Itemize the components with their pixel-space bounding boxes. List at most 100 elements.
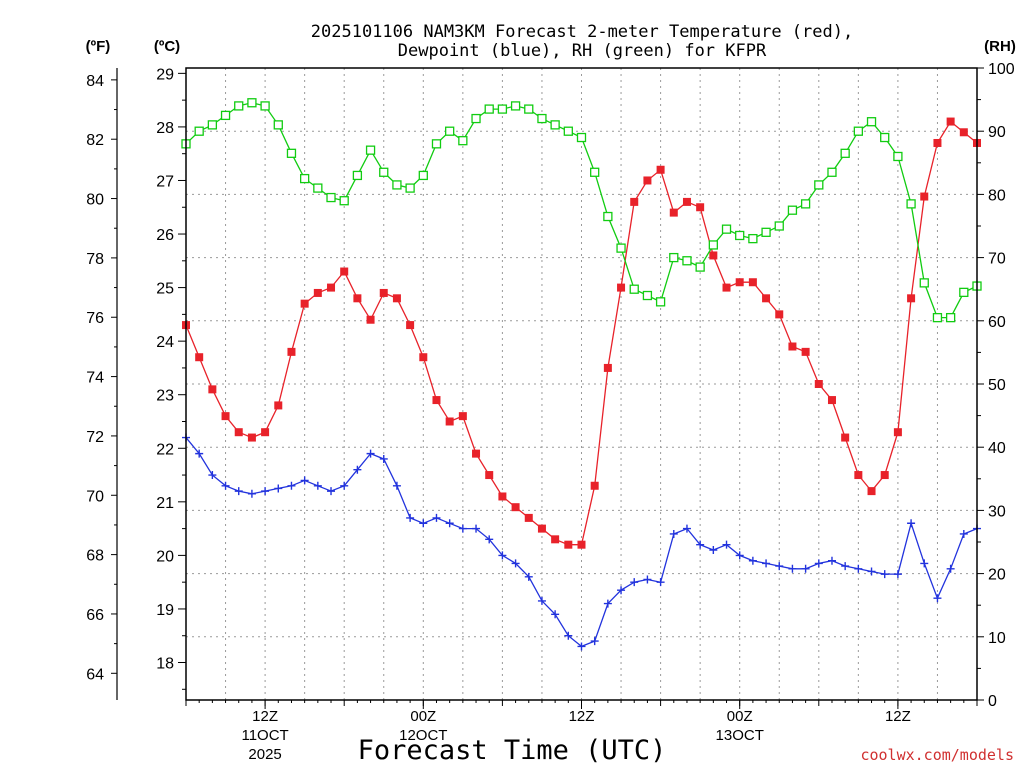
temperature-point [472, 449, 481, 458]
rh-point [550, 120, 560, 130]
temperature-point [577, 540, 586, 549]
dewpoint-point [313, 481, 322, 490]
rh-point [814, 180, 824, 190]
rh-point [220, 110, 231, 121]
rh-point [497, 104, 508, 114]
dewpoint-point [300, 476, 309, 485]
fahrenheit-tick-label: 82 [86, 132, 104, 149]
fahrenheit-tick-label: 80 [86, 192, 104, 209]
rh-point [853, 126, 863, 136]
temperature-point [841, 433, 850, 442]
dewpoint-point [709, 546, 718, 555]
dewpoint-point [458, 524, 467, 533]
rh-point [655, 297, 666, 307]
rh-point [471, 113, 481, 124]
temperature-point [920, 192, 929, 201]
fahrenheit-tick-label: 74 [86, 370, 104, 387]
temperature-point [379, 288, 388, 297]
temperature-point [537, 524, 546, 533]
rh-point [642, 290, 653, 301]
rh-point [352, 170, 363, 181]
fahrenheit-axis: 84 82 80 78 76 74 72 70 68 66 64 [86, 68, 118, 700]
temperature-point [247, 433, 256, 442]
temperature-point [419, 353, 428, 362]
temperature-point [445, 417, 454, 426]
temperature-point [775, 310, 784, 319]
dewpoint-point [841, 562, 850, 571]
dewpoint-point [537, 596, 546, 605]
dewpoint-point [551, 610, 560, 619]
rh-tick-label: 80 [988, 187, 1006, 204]
temperature-point [801, 347, 810, 356]
credit-text: coolwx.com/models [860, 746, 1014, 764]
rh-tick-label: 20 [988, 567, 1006, 584]
rh-tick-label: 90 [988, 124, 1006, 141]
temperature-point [880, 471, 889, 480]
dewpoint-point [722, 540, 731, 549]
temperature-point [788, 342, 797, 351]
fahrenheit-unit-label: (ºF) [86, 38, 111, 55]
temperature-point [907, 294, 916, 303]
rh-point [840, 148, 850, 158]
rh-tick-label: 40 [988, 440, 1006, 457]
temperature-point [722, 283, 731, 292]
temperature-point [353, 294, 362, 303]
dewpoint-point [867, 567, 876, 576]
rh-point [893, 151, 903, 162]
rh-point [616, 243, 626, 253]
dewpoint-point [854, 564, 863, 573]
rh-point [721, 224, 732, 234]
dewpoint-point [801, 564, 810, 573]
rh-point [945, 312, 956, 323]
temperature-point [748, 278, 757, 287]
dewpoint-point [366, 449, 375, 458]
series-layer [181, 98, 982, 651]
dewpoint-point [762, 559, 771, 568]
rh-unit-label: (RH) [984, 38, 1016, 55]
rh-point [379, 167, 389, 177]
rh-point [299, 173, 310, 184]
temperature-point [221, 412, 230, 421]
dewpoint-point [379, 454, 388, 463]
rh-point [563, 126, 573, 136]
celsius-tick-label: 26 [156, 227, 174, 244]
dewpoint-point [577, 642, 586, 651]
rh-point [774, 221, 784, 231]
temperature-point [458, 412, 467, 421]
temperature-point [274, 401, 283, 410]
rh-tick-label: 70 [988, 251, 1006, 268]
x-tick-time-label: 12Z [885, 708, 911, 725]
temperature-point [933, 138, 942, 147]
dewpoint-point [775, 562, 784, 571]
dewpoint-point [617, 586, 626, 595]
fahrenheit-tick-label: 76 [86, 310, 104, 327]
x-axis: 12Z 11OCT 2025 00Z 12OCT 12Z 00Z 13OCT 12Z [185, 700, 978, 763]
dewpoint-point [353, 465, 362, 474]
rh-point [866, 117, 877, 127]
temperature-point [827, 396, 836, 405]
dewpoint-point [432, 513, 441, 522]
rh-point [669, 252, 679, 263]
celsius-tick-label: 28 [156, 120, 174, 137]
fahrenheit-tick-label: 84 [86, 73, 104, 90]
rh-point [273, 120, 283, 130]
rh-point [787, 205, 798, 215]
celsius-tick-label: 25 [156, 281, 174, 298]
rh-point [603, 211, 613, 222]
rh-point [445, 126, 455, 136]
temperature-point [696, 203, 705, 212]
rh-point [260, 101, 270, 111]
grid-layer [186, 68, 977, 700]
rh-point [932, 312, 943, 323]
rh-point [735, 230, 745, 241]
fahrenheit-tick-label: 66 [86, 607, 104, 624]
rh-point [405, 183, 415, 193]
celsius-tick-label: 19 [156, 602, 174, 619]
dewpoint-point [735, 551, 744, 560]
dewpoint-point [959, 529, 968, 538]
dewpoint-point [669, 529, 678, 538]
celsius-tick-label: 21 [156, 495, 174, 512]
dewpoint-point [814, 559, 823, 568]
dewpoint-point [748, 556, 757, 565]
